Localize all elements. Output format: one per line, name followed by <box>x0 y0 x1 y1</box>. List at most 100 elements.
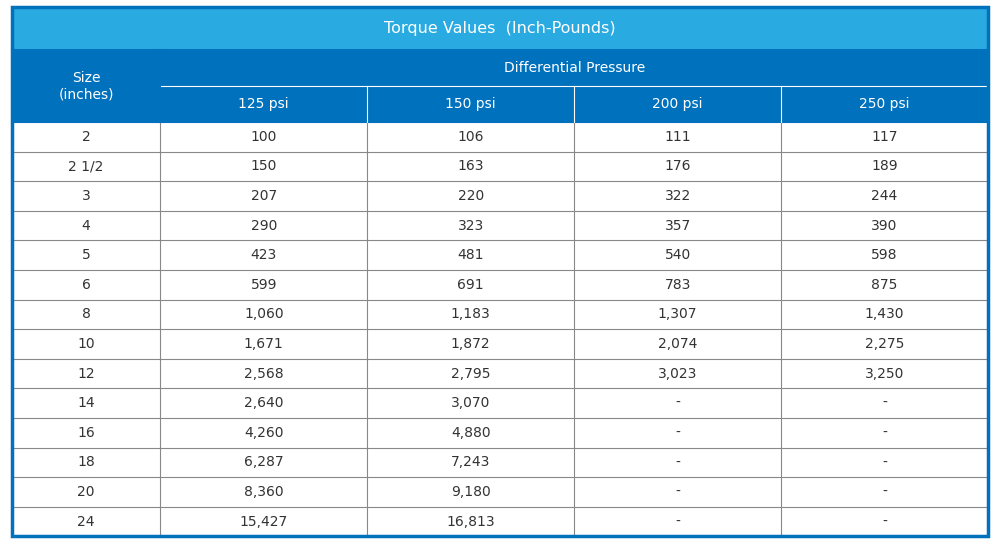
Text: 10: 10 <box>77 337 95 351</box>
Bar <box>12 122 160 151</box>
Bar <box>781 270 988 300</box>
Bar <box>781 211 988 241</box>
Text: -: - <box>675 456 680 470</box>
Text: 200 psi: 200 psi <box>652 97 703 111</box>
Text: 3,023: 3,023 <box>658 367 697 381</box>
Text: 1,307: 1,307 <box>658 307 697 321</box>
Bar <box>574 300 781 329</box>
Bar <box>12 211 160 241</box>
Text: Differential Pressure: Differential Pressure <box>504 61 645 75</box>
Text: 322: 322 <box>665 189 691 203</box>
Bar <box>160 447 367 477</box>
Text: 9,180: 9,180 <box>451 485 491 499</box>
Text: 4,880: 4,880 <box>451 426 491 440</box>
Text: 250 psi: 250 psi <box>859 97 910 111</box>
Text: 150: 150 <box>251 160 277 173</box>
Text: 1,671: 1,671 <box>244 337 284 351</box>
Bar <box>781 300 988 329</box>
Text: 2,795: 2,795 <box>451 367 490 381</box>
Bar <box>367 211 574 241</box>
Bar <box>160 151 367 181</box>
Text: 20: 20 <box>77 485 95 499</box>
Bar <box>574 122 781 151</box>
Bar <box>574 359 781 388</box>
Bar <box>160 329 367 359</box>
Text: 4: 4 <box>82 219 91 232</box>
Text: 290: 290 <box>251 219 277 232</box>
Text: 7,243: 7,243 <box>451 456 490 470</box>
Bar <box>160 86 367 122</box>
Bar <box>781 86 988 122</box>
Text: 390: 390 <box>871 219 898 232</box>
Text: 1,872: 1,872 <box>451 337 491 351</box>
Bar <box>12 50 160 122</box>
Bar <box>574 477 781 507</box>
Text: Size
(inches): Size (inches) <box>58 71 114 101</box>
Text: 150 psi: 150 psi <box>445 97 496 111</box>
Bar <box>781 151 988 181</box>
Bar <box>781 359 988 388</box>
Bar <box>574 151 781 181</box>
Bar <box>574 507 781 536</box>
Bar <box>781 477 988 507</box>
Bar <box>12 329 160 359</box>
Text: -: - <box>882 485 887 499</box>
Text: 691: 691 <box>457 278 484 292</box>
Bar <box>12 241 160 270</box>
Bar <box>367 151 574 181</box>
Bar <box>781 507 988 536</box>
Text: 24: 24 <box>77 515 95 529</box>
Text: 783: 783 <box>664 278 691 292</box>
Text: 189: 189 <box>871 160 898 173</box>
Bar <box>160 241 367 270</box>
Bar <box>574 86 781 122</box>
Bar <box>160 359 367 388</box>
Text: 117: 117 <box>871 130 898 144</box>
Bar <box>160 122 367 151</box>
Bar <box>367 241 574 270</box>
Bar <box>574 418 781 447</box>
Text: 2,275: 2,275 <box>865 337 904 351</box>
Text: 2,074: 2,074 <box>658 337 697 351</box>
Bar <box>12 151 160 181</box>
Bar <box>574 241 781 270</box>
Text: 163: 163 <box>457 160 484 173</box>
Bar <box>781 122 988 151</box>
Text: 176: 176 <box>664 160 691 173</box>
Text: 12: 12 <box>77 367 95 381</box>
Text: 1,430: 1,430 <box>865 307 904 321</box>
Text: 481: 481 <box>457 248 484 262</box>
Bar <box>160 211 367 241</box>
Text: 8,360: 8,360 <box>244 485 284 499</box>
Text: 16,813: 16,813 <box>446 515 495 529</box>
Bar <box>160 270 367 300</box>
Text: 6,287: 6,287 <box>244 456 284 470</box>
Bar <box>160 300 367 329</box>
Bar <box>367 447 574 477</box>
Text: 111: 111 <box>664 130 691 144</box>
Bar <box>781 329 988 359</box>
Bar <box>160 181 367 211</box>
Text: 2,640: 2,640 <box>244 396 284 411</box>
Text: 106: 106 <box>457 130 484 144</box>
Bar <box>12 181 160 211</box>
Bar <box>367 122 574 151</box>
Text: 540: 540 <box>665 248 691 262</box>
Bar <box>160 477 367 507</box>
Text: 2 1/2: 2 1/2 <box>68 160 104 173</box>
Bar <box>574 388 781 418</box>
Text: 1,060: 1,060 <box>244 307 284 321</box>
Bar <box>12 7 988 50</box>
Bar <box>12 388 160 418</box>
Bar <box>12 477 160 507</box>
Bar <box>160 388 367 418</box>
Bar <box>367 300 574 329</box>
Text: 875: 875 <box>871 278 898 292</box>
Text: 14: 14 <box>77 396 95 411</box>
Bar <box>12 447 160 477</box>
Text: 6: 6 <box>82 278 91 292</box>
Bar <box>367 507 574 536</box>
Text: 357: 357 <box>665 219 691 232</box>
Bar <box>12 418 160 447</box>
Text: 3,070: 3,070 <box>451 396 490 411</box>
